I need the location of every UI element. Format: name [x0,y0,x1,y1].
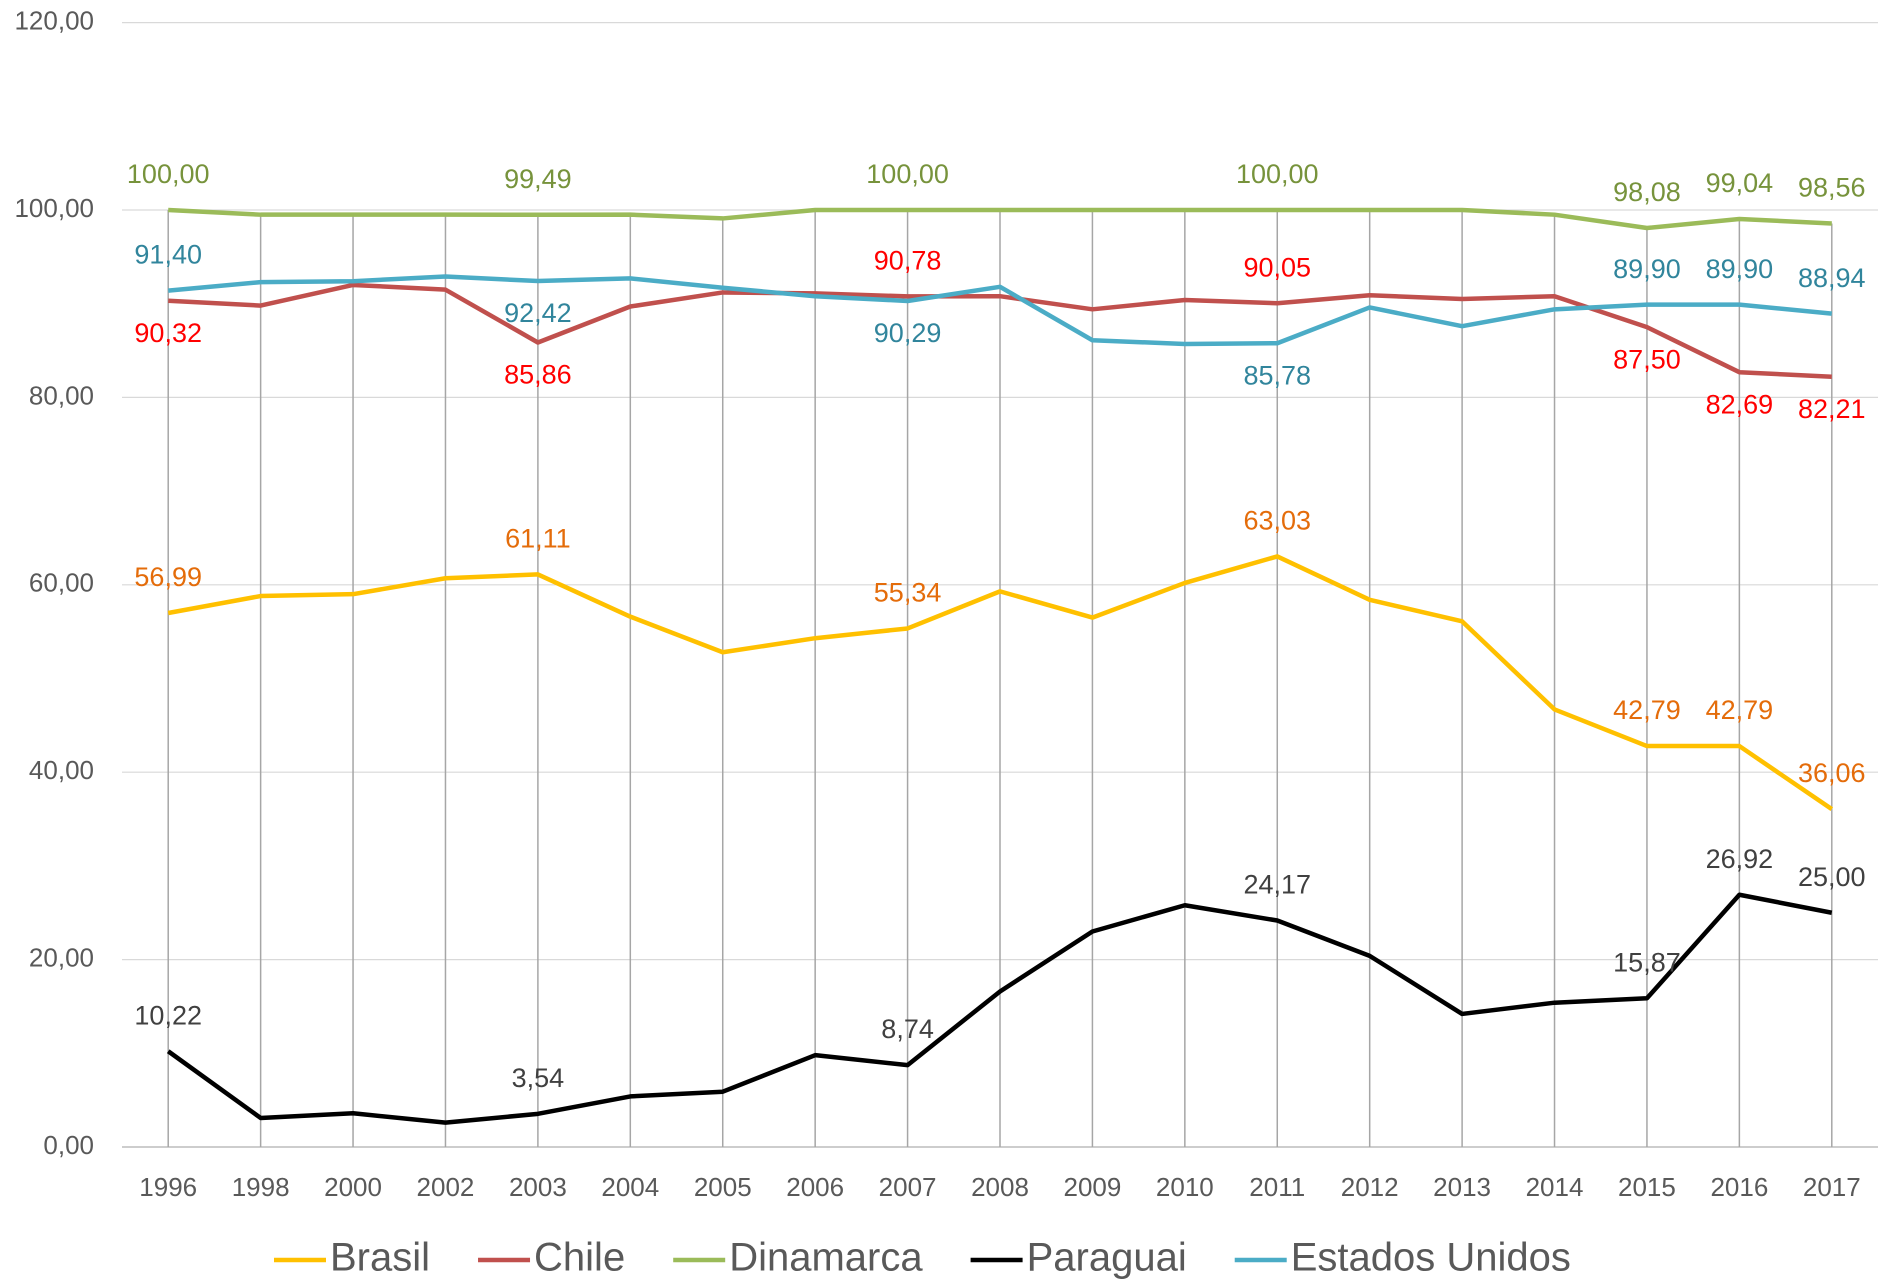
y-tick-label: 120,00 [14,5,94,35]
data-label: 15,87 [1613,947,1681,977]
x-tick-label: 2007 [879,1172,937,1202]
data-label: 24,17 [1243,870,1311,900]
data-label: 85,86 [504,360,572,390]
x-tick-label: 2016 [1710,1172,1768,1202]
data-label: 100,00 [1236,159,1319,189]
data-label: 89,90 [1613,254,1681,284]
legend-label: Estados Unidos [1291,1236,1571,1280]
data-label: 90,05 [1243,252,1311,282]
data-label: 25,00 [1798,862,1866,892]
data-label: 63,03 [1243,506,1311,536]
data-label: 85,78 [1243,360,1311,390]
x-tick-label: 2003 [509,1172,567,1202]
series-line [167,554,1834,811]
data-label: 100,00 [866,159,949,189]
data-label: 10,22 [134,1000,202,1030]
data-label: 87,50 [1613,344,1681,374]
legend-label: Brasil [330,1236,430,1280]
legend-label: Chile [534,1236,625,1280]
data-label: 99,04 [1706,168,1774,198]
legend-label: Dinamarca [729,1236,923,1280]
y-tick-label: 20,00 [29,942,94,972]
x-tick-label: 2010 [1156,1172,1214,1202]
series-line [168,207,1832,231]
x-tick-label: 1996 [139,1172,197,1202]
x-tick-label: 2013 [1433,1172,1491,1202]
x-tick-label: 2005 [694,1172,752,1202]
x-tick-label: 2009 [1063,1172,1121,1202]
x-tick-label: 2017 [1803,1172,1861,1202]
data-label: 89,90 [1706,254,1774,284]
x-tick-label: 2011 [1249,1172,1305,1202]
data-label: 90,78 [874,246,942,276]
data-label: 42,79 [1613,695,1681,725]
data-label: 56,99 [134,562,202,592]
data-label: 55,34 [874,578,942,608]
y-tick-label: 80,00 [29,380,94,410]
data-label: 92,42 [504,298,572,328]
x-tick-label: 2004 [601,1172,659,1202]
data-label: 98,56 [1798,173,1866,203]
data-label: 90,32 [134,318,202,348]
data-label: 82,69 [1706,389,1774,419]
data-label: 98,08 [1613,177,1681,207]
data-label: 26,92 [1706,844,1774,874]
series-line [168,274,1833,347]
data-label: 61,11 [505,524,571,554]
series-line [168,282,1832,379]
series-line [166,892,1833,1125]
x-tick-label: 2008 [971,1172,1029,1202]
data-label: 90,29 [874,318,942,348]
x-tick-label: 2012 [1341,1172,1399,1202]
data-label: 36,06 [1798,758,1866,788]
x-tick-label: 2000 [324,1172,382,1202]
data-label: 42,79 [1706,695,1774,725]
data-label: 99,49 [504,164,572,194]
data-label: 8,74 [881,1014,934,1044]
y-tick-label: 100,00 [14,193,94,223]
x-tick-label: 1998 [232,1172,290,1202]
data-label: 88,94 [1798,263,1866,293]
data-label: 100,00 [127,159,210,189]
x-tick-label: 2002 [417,1172,475,1202]
x-tick-label: 2015 [1618,1172,1676,1202]
data-label: 82,21 [1798,394,1866,424]
data-label: 91,40 [134,240,202,270]
y-tick-label: 60,00 [29,568,94,598]
x-tick-label: 2014 [1526,1172,1584,1202]
legend-label: Paraguai [1027,1236,1187,1280]
data-label: 3,54 [512,1063,565,1093]
x-tick-label: 2006 [786,1172,844,1202]
y-tick-label: 0,00 [43,1130,94,1160]
y-tick-label: 40,00 [29,755,94,785]
